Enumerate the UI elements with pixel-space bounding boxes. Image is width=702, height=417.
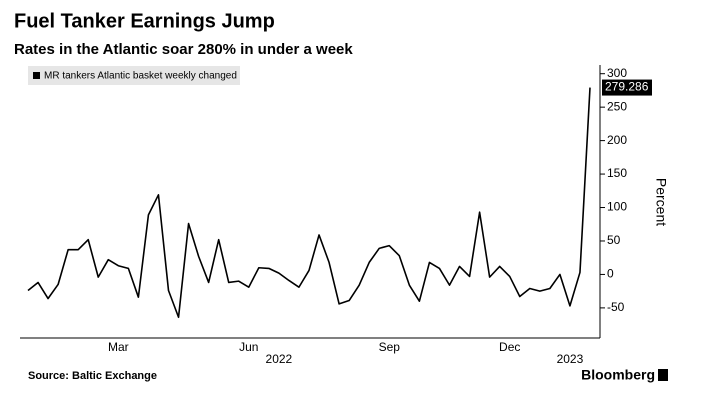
x-tick-label: Dec bbox=[499, 340, 520, 354]
brand-icon bbox=[658, 369, 668, 381]
y-tick-label: 250 bbox=[607, 99, 627, 113]
y-tick-label: 0 bbox=[607, 267, 614, 281]
source: Source: Baltic Exchange bbox=[28, 370, 157, 382]
data-line bbox=[27, 87, 591, 319]
x-year-label: 2022 bbox=[266, 352, 293, 366]
legend-box bbox=[28, 66, 240, 85]
y-tick-label: 150 bbox=[607, 166, 627, 180]
last-value-label: 279.286 bbox=[605, 80, 649, 94]
last-value-box bbox=[602, 79, 652, 96]
x-tick-label: Sep bbox=[379, 340, 401, 354]
y-tick-label: -50 bbox=[607, 300, 625, 314]
x-tick-label: Mar bbox=[108, 340, 129, 354]
legend-label: MR tankers Atlantic basket weekly change… bbox=[44, 71, 237, 82]
y-tick-label: 200 bbox=[607, 133, 627, 147]
legend-swatch bbox=[33, 72, 40, 79]
y-tick-label: 100 bbox=[607, 200, 627, 214]
x-year-label: 2023 bbox=[557, 352, 584, 366]
chart-title: Fuel Tanker Earnings Jump bbox=[14, 10, 275, 32]
y-tick-label: 50 bbox=[607, 233, 621, 247]
brand: Bloomberg bbox=[581, 367, 655, 383]
y-tick-label: 300 bbox=[607, 66, 627, 80]
y-axis-label: Percent bbox=[653, 178, 669, 226]
chart-subtitle: Rates in the Atlantic soar 280% in under… bbox=[14, 41, 353, 58]
x-tick-label: Jun bbox=[239, 340, 258, 354]
